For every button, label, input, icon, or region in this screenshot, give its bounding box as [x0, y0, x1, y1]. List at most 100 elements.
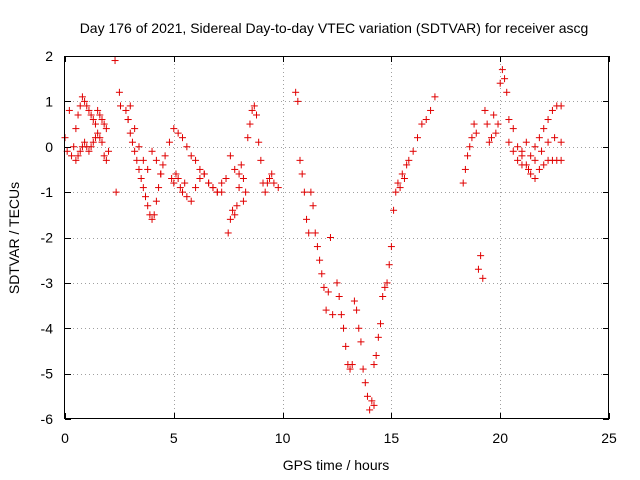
data-point — [231, 165, 239, 173]
data-point — [350, 297, 358, 305]
data-point — [298, 170, 306, 178]
data-point — [139, 156, 147, 164]
data-point — [372, 351, 380, 359]
data-point — [183, 143, 191, 151]
data-point — [252, 111, 260, 119]
data-point — [237, 161, 245, 169]
data-point — [239, 175, 247, 183]
data-point — [131, 147, 139, 155]
data-points — [61, 57, 565, 414]
data-point — [250, 102, 258, 110]
data-point — [292, 88, 300, 96]
data-point — [531, 156, 539, 164]
data-point — [170, 179, 178, 187]
data-point — [527, 170, 535, 178]
data-point — [135, 143, 143, 151]
data-point — [100, 152, 108, 160]
data-point — [255, 138, 263, 146]
data-point — [294, 97, 302, 105]
data-point — [100, 120, 108, 128]
data-point — [477, 252, 485, 260]
data-point — [557, 102, 565, 110]
data-point — [470, 120, 478, 128]
data-point — [300, 188, 308, 196]
data-point — [81, 138, 89, 146]
data-point — [381, 283, 389, 291]
data-point — [87, 111, 95, 119]
data-point — [474, 265, 482, 273]
data-point — [76, 102, 84, 110]
data-point — [494, 120, 502, 128]
data-point — [235, 170, 243, 178]
data-point — [379, 292, 387, 300]
data-point — [535, 165, 543, 173]
data-point — [357, 338, 365, 346]
data-point — [514, 143, 522, 151]
data-point — [385, 261, 393, 269]
data-point — [370, 361, 378, 369]
data-point — [116, 102, 124, 110]
data-point — [112, 188, 120, 196]
data-point — [274, 184, 282, 192]
data-point — [222, 175, 230, 183]
data-point — [392, 188, 400, 196]
data-point — [159, 161, 167, 169]
data-point — [102, 125, 110, 133]
data-point — [490, 111, 498, 119]
data-point — [213, 188, 221, 196]
data-point — [152, 197, 160, 205]
data-point — [144, 165, 152, 173]
y-tick-labels: -6 -5 -4 -3 -2 -1 0 1 2 — [41, 48, 54, 427]
data-point — [89, 116, 97, 124]
data-point — [105, 147, 113, 155]
data-point — [409, 147, 417, 155]
data-point — [524, 165, 532, 173]
data-point — [96, 134, 104, 142]
data-point — [268, 170, 276, 178]
data-point — [522, 138, 530, 146]
data-point — [246, 120, 254, 128]
data-point — [76, 147, 84, 155]
data-point — [422, 116, 430, 124]
data-point — [472, 129, 480, 137]
data-point — [535, 134, 543, 142]
x-axis-label: GPS time / hours — [283, 457, 390, 473]
data-point — [270, 179, 278, 187]
data-point — [111, 57, 119, 65]
data-point — [126, 102, 134, 110]
data-point — [102, 156, 110, 164]
data-point — [139, 184, 147, 192]
data-point — [322, 306, 330, 314]
data-point — [135, 165, 143, 173]
data-point — [459, 179, 467, 187]
data-point — [505, 138, 513, 146]
x-tick-labels: 0 5 10 15 20 25 — [61, 430, 617, 446]
data-point — [200, 170, 208, 178]
data-point — [98, 138, 106, 146]
data-point — [150, 211, 158, 219]
data-point — [152, 156, 160, 164]
data-point — [179, 134, 187, 142]
data-point — [233, 202, 241, 210]
data-point — [398, 170, 406, 178]
data-point — [431, 93, 439, 101]
data-point — [394, 179, 402, 187]
x-tick-label: 25 — [601, 430, 617, 446]
data-point — [192, 184, 200, 192]
data-point — [366, 406, 374, 414]
data-point — [115, 88, 123, 96]
data-point — [313, 243, 321, 251]
chart-title: Day 176 of 2021, Sidereal Day-to-day VTE… — [80, 20, 589, 36]
data-point — [346, 365, 354, 373]
data-point — [333, 279, 341, 287]
data-point — [468, 134, 476, 142]
data-point — [505, 116, 513, 124]
data-point — [229, 206, 237, 214]
data-point — [396, 184, 404, 192]
data-point — [172, 170, 180, 178]
data-point — [74, 152, 82, 160]
data-point — [329, 311, 337, 319]
data-point — [231, 211, 239, 219]
data-point — [224, 229, 232, 237]
data-point — [85, 147, 93, 155]
